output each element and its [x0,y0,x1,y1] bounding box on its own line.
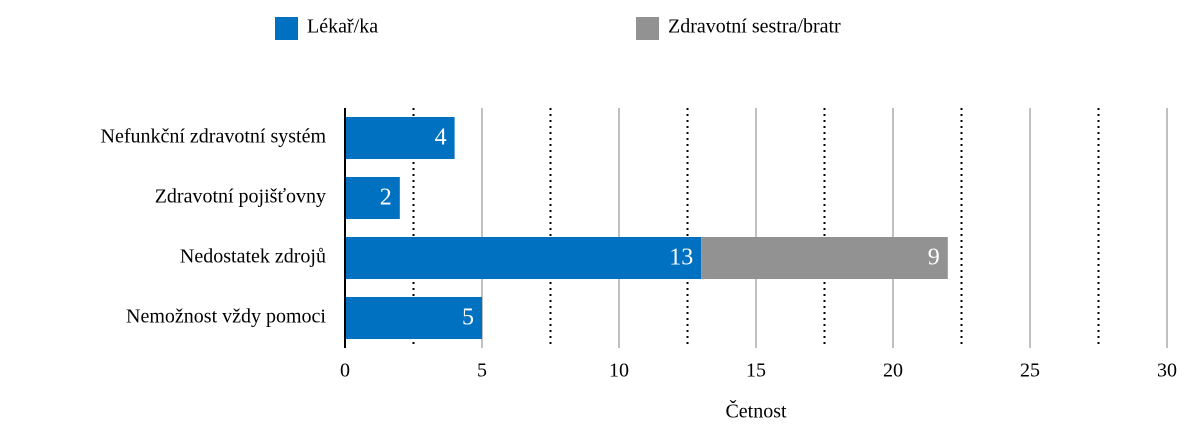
bar [345,117,455,159]
x-tick-label: 5 [477,360,487,382]
bar [345,297,482,339]
x-tick-label: 10 [609,360,629,382]
x-tick-label: 0 [340,360,350,382]
x-axis-title: Četnost [725,399,787,423]
y-tick-label: Nemožnost vždy pomoci [126,306,326,328]
x-tick-label: 25 [1020,360,1040,382]
bar [345,237,702,279]
value-label: 5 [462,305,474,331]
legend-label: Zdravotní sestra/bratr [668,16,841,38]
legend-swatch [275,17,298,40]
value-label: 13 [669,245,693,271]
bar [345,177,400,219]
x-tick-label: 15 [746,360,766,382]
y-tick-label: Nefunkční zdravotní systém [101,126,327,148]
value-label: 9 [928,245,940,271]
x-tick-label: 20 [883,360,903,382]
legend-label: Lékař/ka [307,16,378,38]
y-tick-label: Zdravotní pojišťovny [155,186,326,208]
y-tick-label: Nedostatek zdrojů [180,246,326,268]
legend-swatch [636,17,659,40]
value-label: 2 [380,185,392,211]
value-label: 4 [435,125,447,151]
bar [701,237,948,279]
x-tick-label: 30 [1157,360,1177,382]
